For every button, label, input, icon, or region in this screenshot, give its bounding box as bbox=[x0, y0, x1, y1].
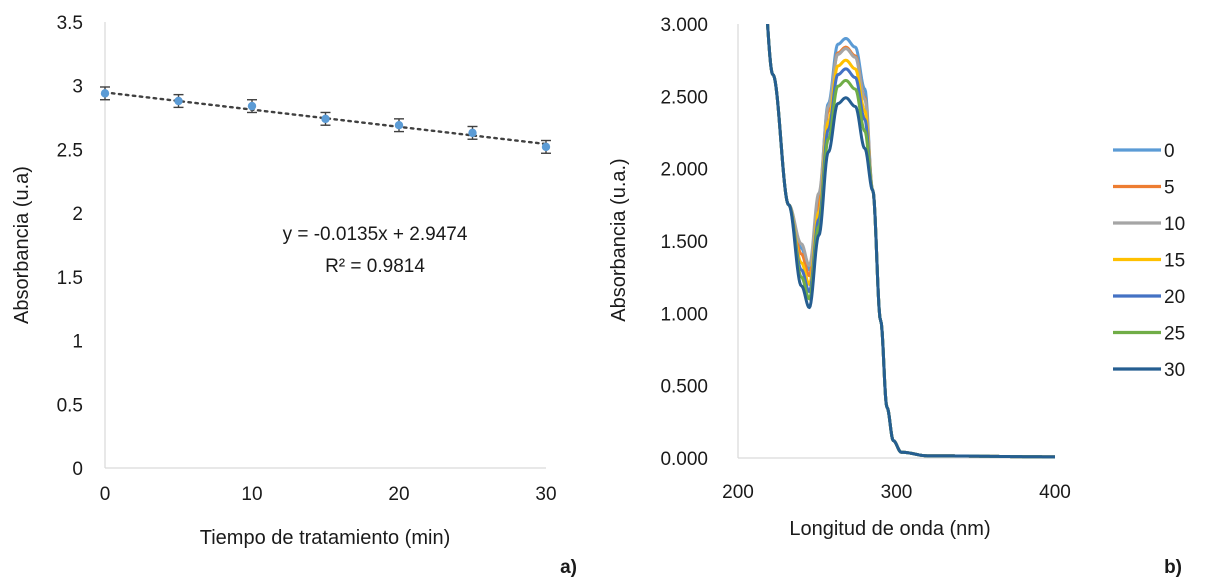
y-tick-label-b: 1.500 bbox=[660, 232, 708, 253]
x-tick-label-b: 400 bbox=[1039, 482, 1071, 503]
x-tick-label-a: 0 bbox=[100, 484, 111, 505]
x-tick-label-a: 10 bbox=[241, 484, 262, 505]
spectrum-line-10 bbox=[766, 24, 1055, 459]
spectra-group bbox=[766, 24, 1055, 459]
r-squared-label: R² = 0.9814 bbox=[325, 256, 425, 277]
y-tick-label-a: 1 bbox=[72, 332, 83, 353]
legend-label-20: 20 bbox=[1164, 287, 1185, 308]
data-point bbox=[541, 142, 551, 152]
x-axis-title-a: Tiempo de tratamiento (min) bbox=[200, 527, 450, 549]
trendline-equation: y = -0.0135x + 2.9474 bbox=[283, 224, 468, 245]
x-tick-label-a: 30 bbox=[535, 484, 556, 505]
y-tick-label-a: 2.5 bbox=[57, 140, 83, 161]
y-tick-label-a: 3 bbox=[72, 77, 83, 98]
data-point bbox=[321, 114, 330, 124]
y-tick-label-b: 2.000 bbox=[660, 160, 708, 181]
y-axis-title-a: Absorbancia (u.a) bbox=[11, 166, 33, 324]
x-tick-label-b: 200 bbox=[722, 482, 754, 503]
x-tick-label-a: 20 bbox=[388, 484, 409, 505]
data-point bbox=[247, 101, 257, 111]
y-tick-label-a: 1.5 bbox=[57, 268, 83, 289]
spectrum-line-5 bbox=[766, 24, 1055, 459]
panel-label-b: b) bbox=[1164, 557, 1182, 578]
legend-label-25: 25 bbox=[1164, 324, 1185, 345]
x-tick-label-b: 300 bbox=[881, 482, 913, 503]
data-point bbox=[100, 89, 110, 98]
data-point bbox=[394, 121, 404, 130]
data-point bbox=[468, 128, 477, 138]
y-tick-label-a: 3.5 bbox=[57, 13, 83, 34]
y-tick-label-a: 0 bbox=[72, 459, 83, 480]
legend-label-15: 15 bbox=[1164, 251, 1185, 272]
spectrum-line-0 bbox=[766, 24, 1055, 459]
y-tick-label-b: 0.000 bbox=[660, 449, 708, 470]
spectrum-line-25 bbox=[766, 24, 1055, 459]
spectrum-line-30 bbox=[766, 24, 1055, 459]
y-tick-label-b: 2.500 bbox=[660, 87, 708, 108]
data-point bbox=[174, 96, 183, 106]
legend-label-30: 30 bbox=[1164, 360, 1185, 381]
spectrum-line-15 bbox=[766, 24, 1055, 459]
y-tick-label-b: 3.000 bbox=[660, 15, 708, 36]
legend-label-5: 5 bbox=[1164, 178, 1175, 199]
legend-label-0: 0 bbox=[1164, 141, 1175, 162]
y-tick-label-b: 0.500 bbox=[660, 377, 708, 398]
y-tick-label-a: 0.5 bbox=[57, 395, 83, 416]
y-axis-title-b: Absorbancia (u.a.) bbox=[608, 158, 630, 321]
legend-label-10: 10 bbox=[1164, 214, 1185, 235]
y-tick-label-a: 2 bbox=[72, 204, 83, 225]
spectrum-line-20 bbox=[766, 24, 1055, 459]
y-tick-label-b: 1.000 bbox=[660, 304, 708, 325]
chart-panel-a: 0 0.5 1 1.5 2 2.5 3 3.5 0 10 20 30 y = -0.0135x + … bbox=[11, 13, 577, 578]
panel-label-a: a) bbox=[560, 557, 577, 578]
x-axis-title-b: Longitud de onda (nm) bbox=[789, 518, 990, 540]
